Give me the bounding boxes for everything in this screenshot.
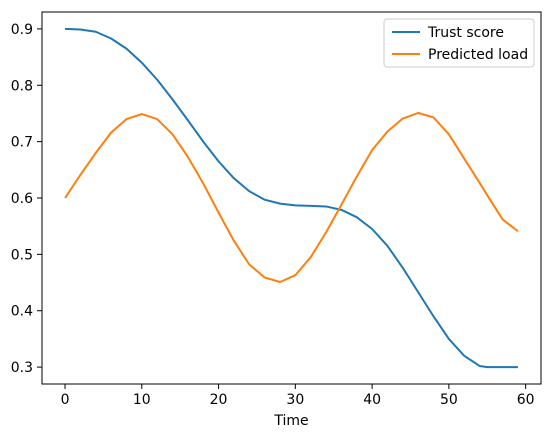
- y-tick-label: 0.7: [11, 135, 33, 151]
- x-tick-label: 10: [133, 392, 151, 408]
- x-axis-label: Time: [273, 413, 308, 429]
- x-tick-label: 20: [210, 392, 228, 408]
- x-tick-label: 30: [286, 392, 304, 408]
- y-axis: 0.3 0.4 0.5 0.6 0.7 0.8 0.9: [11, 22, 42, 376]
- y-tick-label: 0.8: [11, 78, 33, 94]
- series-layer: [64, 27, 519, 369]
- x-tick-label: 60: [517, 392, 535, 408]
- x-tick-label: 0: [61, 392, 70, 408]
- plot-area: [42, 12, 541, 384]
- y-tick-label: 0.5: [11, 247, 33, 263]
- legend-label-trust-score: Trust score: [427, 25, 504, 41]
- legend-box: [383, 18, 535, 68]
- legend-label-predicted-load: Predicted load: [428, 47, 528, 63]
- x-tick-label: 50: [440, 392, 458, 408]
- y-tick-label: 0.6: [11, 191, 33, 207]
- plot-background: [42, 12, 541, 384]
- y-tick-label: 0.3: [11, 360, 33, 376]
- series-line-trust-score: [64, 27, 518, 369]
- legend: Trust score Predicted load: [383, 18, 535, 68]
- x-tick-label: 40: [363, 392, 381, 408]
- series-line-predicted-load: [64, 111, 519, 283]
- y-tick-label: 0.4: [11, 304, 33, 320]
- y-tick-label: 0.9: [11, 22, 33, 38]
- x-axis: 0 10 20 30 40 50 60: [61, 384, 535, 408]
